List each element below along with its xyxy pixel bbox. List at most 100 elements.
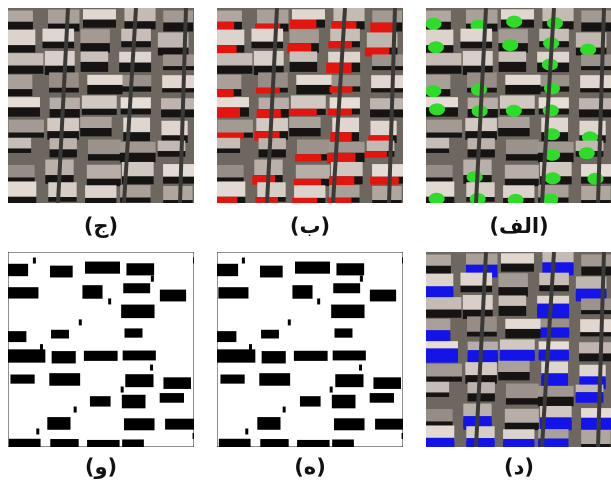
mask-speck <box>193 433 194 439</box>
overlay-region <box>257 109 281 118</box>
mask-region <box>370 290 396 302</box>
roof <box>505 165 539 179</box>
mask-speck <box>360 276 363 282</box>
overlay-region <box>217 89 234 97</box>
mask-speck <box>151 276 154 282</box>
roof <box>85 185 116 198</box>
overlay-region <box>543 105 559 117</box>
roof <box>426 255 451 266</box>
shadow <box>121 109 151 115</box>
shadow <box>581 200 610 203</box>
mask-region <box>49 373 80 386</box>
roof <box>426 165 453 177</box>
mask-region <box>8 264 28 276</box>
shadow <box>259 149 286 157</box>
roof <box>80 117 111 128</box>
roof <box>163 186 192 200</box>
overlay-region <box>581 418 611 430</box>
overlay-region <box>466 438 494 447</box>
overlay-region <box>467 171 483 183</box>
shadow <box>372 200 401 203</box>
shadow <box>426 392 449 397</box>
roof <box>372 164 403 177</box>
overlay-region <box>292 198 317 203</box>
roof <box>426 53 461 65</box>
shadow <box>468 393 495 401</box>
shadow <box>505 179 539 186</box>
roof <box>163 10 193 22</box>
overlay-region <box>370 22 394 32</box>
shadow <box>581 266 611 275</box>
roof <box>217 120 252 133</box>
mask-region <box>219 439 251 447</box>
roof <box>296 75 331 85</box>
shadow <box>87 179 121 186</box>
shadow <box>579 109 611 117</box>
panel-label: (و) <box>6 455 196 479</box>
roof <box>297 140 330 155</box>
mask-speck <box>283 407 286 413</box>
mask-region <box>163 377 191 389</box>
shadow <box>498 287 527 297</box>
roof <box>217 11 242 22</box>
mask-region <box>333 351 366 361</box>
shadow <box>119 63 151 73</box>
overlay-region <box>426 85 441 97</box>
mask-region <box>295 262 330 274</box>
overlay-region <box>587 173 603 185</box>
overlay-region <box>328 41 352 48</box>
overlay-region <box>537 304 569 319</box>
panel-image <box>426 252 611 447</box>
roof <box>83 9 116 19</box>
roof <box>48 182 76 197</box>
shadow <box>581 444 610 447</box>
shadow <box>217 66 252 74</box>
roof <box>217 97 249 107</box>
mask-region <box>260 266 283 278</box>
roof <box>581 254 611 266</box>
roof <box>506 384 539 399</box>
roof <box>291 95 326 108</box>
shadow <box>83 20 116 28</box>
overlay-region <box>326 63 352 74</box>
shadow <box>372 66 403 70</box>
roof <box>257 182 285 197</box>
shadow <box>163 200 192 203</box>
panel-image <box>8 252 194 447</box>
overlay-region <box>503 439 534 447</box>
mask-region <box>47 417 70 430</box>
mask-region <box>8 331 26 342</box>
panel-image <box>8 8 194 203</box>
mask-region <box>335 328 353 337</box>
mask-region <box>335 374 363 387</box>
mask-region <box>165 419 194 430</box>
overlay-region <box>370 177 399 185</box>
roof <box>81 51 109 61</box>
shadow <box>506 154 539 160</box>
overlay-region <box>295 154 321 161</box>
mask-region <box>121 305 154 319</box>
roof <box>505 409 539 423</box>
shadow <box>8 66 43 74</box>
roof <box>251 29 283 42</box>
roof <box>580 75 611 88</box>
mask-region <box>217 349 255 362</box>
overlay-region <box>539 350 569 361</box>
aerial-image <box>8 8 194 203</box>
mask-region <box>122 395 146 409</box>
overlay-region <box>217 107 240 117</box>
roof <box>8 30 35 46</box>
shadow <box>460 286 492 293</box>
mask-speck <box>402 257 403 263</box>
shadow <box>80 128 111 136</box>
roof <box>8 165 35 177</box>
shadow <box>80 43 109 53</box>
shadow <box>163 22 193 31</box>
overlay-region <box>330 132 351 142</box>
roof <box>82 95 117 108</box>
shadow <box>48 197 76 202</box>
mask-region <box>300 396 321 406</box>
mask-region <box>125 328 143 337</box>
mask-region <box>220 375 244 384</box>
panel-label: (د) <box>424 455 611 479</box>
